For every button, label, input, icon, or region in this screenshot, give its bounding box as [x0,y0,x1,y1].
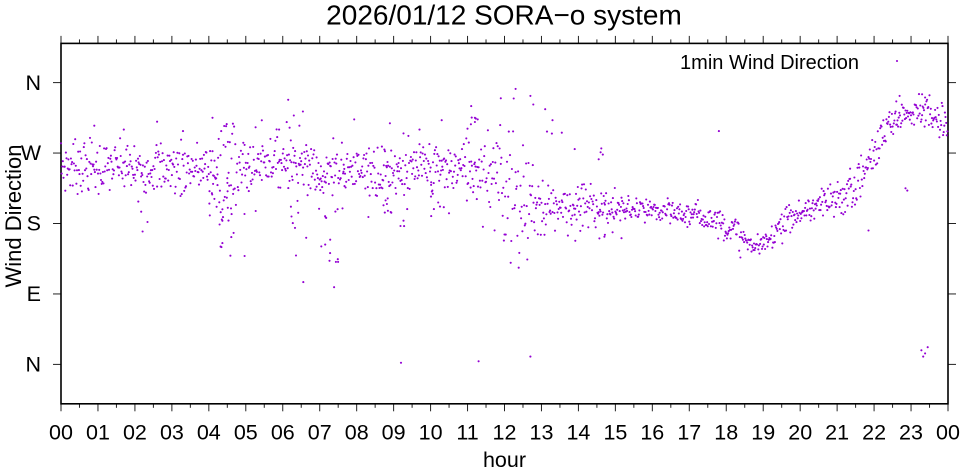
svg-text:W: W [21,141,42,165]
svg-text:20: 20 [788,421,812,445]
svg-text:00: 00 [936,421,960,445]
svg-text:01: 01 [86,421,110,445]
svg-text:00: 00 [49,421,73,445]
svg-text:06: 06 [271,421,295,445]
svg-text:14: 14 [566,421,590,445]
svg-text:10: 10 [419,421,443,445]
svg-text:18: 18 [714,421,738,445]
svg-text:hour: hour [483,448,526,471]
svg-text:13: 13 [530,421,554,445]
svg-text:03: 03 [160,421,184,445]
svg-text:02: 02 [123,421,147,445]
svg-text:17: 17 [677,421,701,445]
svg-text:11: 11 [456,421,478,445]
svg-text:Wind Direction: Wind Direction [1,144,26,287]
svg-text:E: E [27,282,41,306]
svg-text:05: 05 [234,421,258,445]
svg-text:21: 21 [825,421,849,445]
svg-text:N: N [25,353,41,377]
svg-text:2026/01/12 SORA−o system: 2026/01/12 SORA−o system [326,0,682,30]
svg-text:12: 12 [493,421,517,445]
svg-text:S: S [27,212,41,236]
svg-text:04: 04 [197,421,221,445]
svg-text:09: 09 [382,421,406,445]
svg-text:07: 07 [308,421,332,445]
svg-text:1min Wind Direction: 1min Wind Direction [680,52,859,74]
svg-text:15: 15 [603,421,627,445]
svg-text:N: N [25,71,41,95]
svg-text:08: 08 [345,421,369,445]
svg-text:22: 22 [862,421,886,445]
svg-text:23: 23 [899,421,923,445]
svg-text:19: 19 [751,421,775,445]
svg-text:16: 16 [640,421,664,445]
